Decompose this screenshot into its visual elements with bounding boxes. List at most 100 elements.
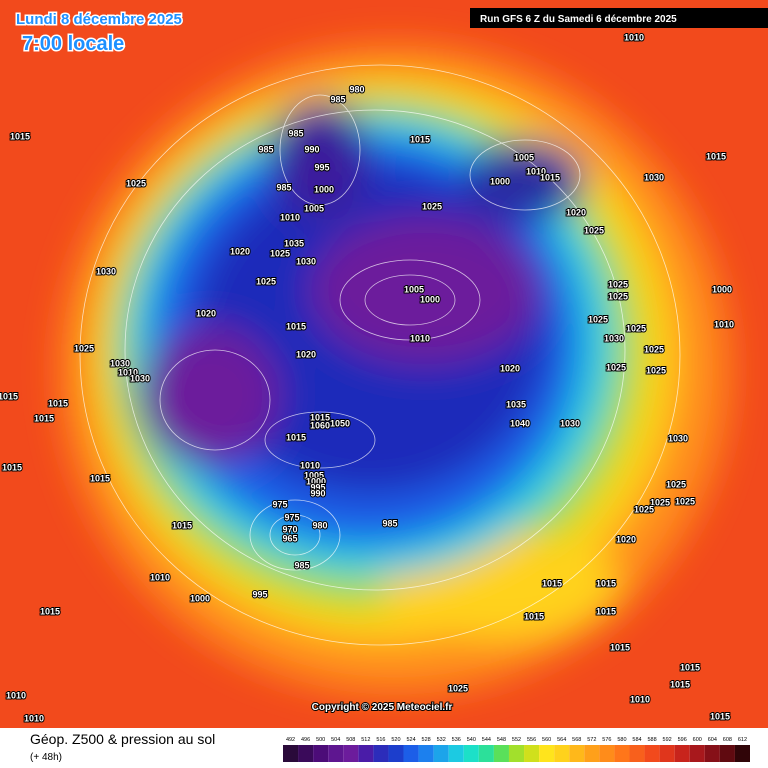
scale-label: 540 xyxy=(467,737,476,743)
scale-label: 552 xyxy=(512,737,521,743)
footer-subtitle: (+ 48h) xyxy=(30,752,62,763)
isobar-label: 1025 xyxy=(634,504,654,514)
isobar-label: 1015 xyxy=(2,462,22,472)
isobar-label: 1010 xyxy=(150,572,170,582)
isobar-label: 965 xyxy=(282,533,297,543)
scale-swatch xyxy=(433,745,449,762)
scale-swatch xyxy=(734,745,750,762)
scale-swatch xyxy=(283,745,299,762)
isobar-label: 1005 xyxy=(404,284,424,294)
isobar xyxy=(159,349,271,451)
isobar-label: 1030 xyxy=(644,172,664,182)
scale-label: 564 xyxy=(557,737,566,743)
scale-label: 492 xyxy=(286,737,295,743)
isobar-label: 1030 xyxy=(296,256,316,266)
scale-swatch xyxy=(554,745,570,762)
isobar-label: 1005 xyxy=(514,152,534,162)
isobar-label: 990 xyxy=(304,144,319,154)
scale-swatch xyxy=(373,745,389,762)
isobar-label: 1015 xyxy=(48,398,68,408)
copyright: Copyright © 2025 Meteociel.fr xyxy=(312,702,453,713)
isobar-label: 1015 xyxy=(524,611,544,621)
isobar-label: 1000 xyxy=(712,284,732,294)
scale-label: 612 xyxy=(738,737,747,743)
scale-swatch xyxy=(388,745,404,762)
scale-label: 536 xyxy=(452,737,461,743)
isobar-label: 1015 xyxy=(610,642,630,652)
isobar-label: 975 xyxy=(272,499,287,509)
scale-label: 500 xyxy=(316,737,325,743)
scale-label: 496 xyxy=(301,737,310,743)
scale-swatch xyxy=(524,745,540,762)
isobar-label: 1015 xyxy=(680,662,700,672)
scale-label: 596 xyxy=(678,737,687,743)
isobar-label: 1030 xyxy=(130,373,150,383)
isobar-label: 1015 xyxy=(286,321,306,331)
isobar-label: 1000 xyxy=(306,476,326,486)
scale-swatch xyxy=(328,745,344,762)
color-scale: 492 496 500 504 508 512 516 520 524 528 532 536 540 5… xyxy=(283,737,750,762)
low-purple-siberia xyxy=(310,215,540,365)
isobar-label: 980 xyxy=(349,84,364,94)
run-box xyxy=(470,8,768,28)
isobar-label: 1025 xyxy=(256,276,276,286)
isobar-label: 1025 xyxy=(448,683,468,693)
isobar xyxy=(364,274,456,326)
scale-label: 520 xyxy=(391,737,400,743)
isobar-label: 985 xyxy=(288,128,303,138)
low-asia xyxy=(465,140,585,220)
scale-label: 572 xyxy=(587,737,596,743)
scale-swatch xyxy=(418,745,434,762)
scale-label: 560 xyxy=(542,737,551,743)
scale-label: 512 xyxy=(361,737,370,743)
scale-swatch xyxy=(719,745,735,762)
isobar-label: 995 xyxy=(310,482,325,492)
isobar-label: 1025 xyxy=(422,201,442,211)
isobar-label: 975 xyxy=(284,512,299,522)
scale-swatch xyxy=(403,745,419,762)
isobar-label: 1015 xyxy=(542,578,562,588)
isobar-label: 1020 xyxy=(500,363,520,373)
isobar-label: 1025 xyxy=(584,225,604,235)
scale-label: 568 xyxy=(572,737,581,743)
isobar-label: 1035 xyxy=(284,238,304,248)
scale-swatch xyxy=(298,745,314,762)
isobar-label: 1015 xyxy=(40,606,60,616)
time: 7:00 locale xyxy=(22,33,124,55)
isobar-label: 1000 xyxy=(314,184,334,194)
isobar-label: 1025 xyxy=(650,497,670,507)
isobar-label: 1030 xyxy=(96,266,116,276)
low-pacific xyxy=(270,100,370,220)
scale-label: 600 xyxy=(693,737,702,743)
isobar-label: 1010 xyxy=(280,212,300,222)
isobar-label: 985 xyxy=(276,182,291,192)
isobar-label: 995 xyxy=(314,162,329,172)
scale-swatch xyxy=(463,745,479,762)
isobar-label: 1020 xyxy=(296,349,316,359)
isobar-label: 980 xyxy=(312,520,327,530)
isobar-label: 1015 xyxy=(0,391,18,401)
scale-swatch xyxy=(343,745,359,762)
isobar xyxy=(269,514,321,556)
isobar xyxy=(264,411,376,469)
isobar-label: 1020 xyxy=(566,207,586,217)
isobar-label: 985 xyxy=(382,518,397,528)
scale-label: 548 xyxy=(497,737,506,743)
isobar-label: 1060 xyxy=(310,420,330,430)
isobar-label: 1025 xyxy=(270,248,290,258)
isobar-label: 1015 xyxy=(596,578,616,588)
isobar-label: 1020 xyxy=(230,246,250,256)
isobar-label: 990 xyxy=(310,488,325,498)
isobar-label: 985 xyxy=(258,144,273,154)
isobar-label: 1015 xyxy=(410,134,430,144)
isobar-label: 985 xyxy=(330,94,345,104)
isobar-label: 1005 xyxy=(304,470,324,480)
scale-swatch xyxy=(689,745,705,762)
isobar-label: 1025 xyxy=(608,291,628,301)
scale-label: 504 xyxy=(331,737,340,743)
isobar-label: 1010 xyxy=(300,460,320,470)
isobar xyxy=(79,64,681,646)
isobar-label: 1015 xyxy=(706,151,726,161)
